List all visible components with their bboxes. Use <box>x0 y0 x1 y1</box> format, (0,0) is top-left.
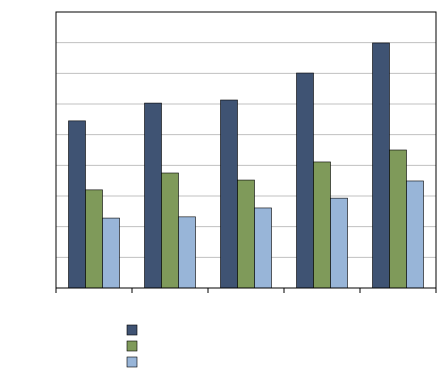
bar <box>372 42 390 289</box>
bar <box>68 120 86 289</box>
bar <box>178 216 196 289</box>
bar <box>389 149 407 289</box>
plot-border <box>55 11 437 289</box>
bar <box>85 189 103 289</box>
bar <box>220 99 238 289</box>
bar <box>296 72 314 289</box>
legend-swatch <box>126 356 138 368</box>
bar <box>237 179 255 289</box>
bar <box>144 102 162 289</box>
legend-swatch <box>126 340 138 352</box>
bar <box>254 207 272 289</box>
bar <box>330 197 348 289</box>
legend-swatch <box>126 324 138 336</box>
bar <box>102 217 120 289</box>
bar <box>313 161 331 289</box>
bar <box>406 180 424 289</box>
bar <box>161 172 179 289</box>
